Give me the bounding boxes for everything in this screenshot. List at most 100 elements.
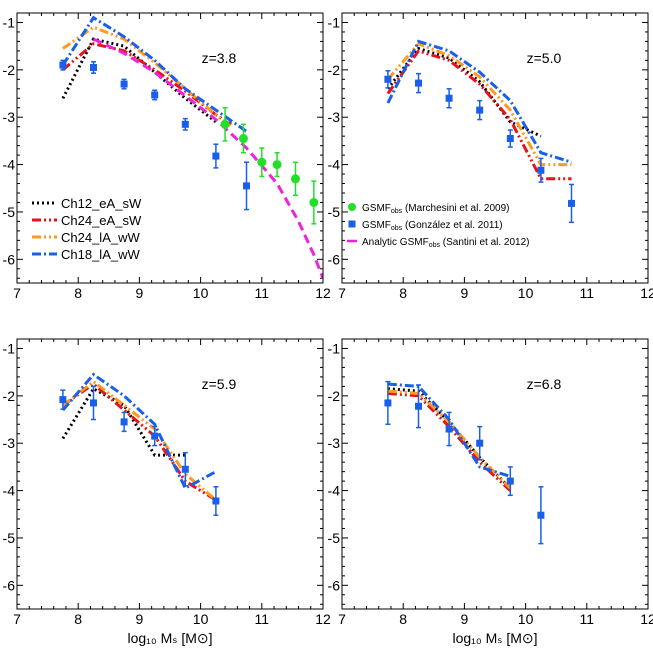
data-point-gonzalez xyxy=(120,418,128,426)
panel-title: z=5.0 xyxy=(527,50,562,66)
y-tick-label: -6 xyxy=(3,577,16,593)
y-tick-label: -1 xyxy=(3,14,16,30)
x-tick-label: 11 xyxy=(255,611,270,627)
data-point-marchesini xyxy=(220,119,230,129)
data-point-marchesini xyxy=(309,197,319,207)
y-tick-label: -1 xyxy=(328,14,341,30)
data-point-gonzalez xyxy=(243,182,250,190)
legend-label-santini: Analytic GSMFobs (Santini et al. 2012) xyxy=(362,237,529,249)
legend-label-marchesini: GSMFobs (Marchesini et al. 2009) xyxy=(362,203,509,215)
legend-label-sub: obs xyxy=(429,242,441,249)
y-tick-label: -3 xyxy=(328,109,341,125)
data-point-marchesini xyxy=(257,157,267,167)
x-tick-label: 11 xyxy=(580,285,595,301)
legend-label-gonzalez: GSMFobs (González et al. 2011) xyxy=(362,220,503,232)
x-tick-label: 11 xyxy=(255,285,270,301)
y-tick-label: -4 xyxy=(3,157,16,173)
legend-marker-circle xyxy=(348,203,356,211)
y-tick-label: -5 xyxy=(328,204,341,220)
data-point-gonzalez xyxy=(151,432,159,440)
data-point-gonzalez xyxy=(90,63,97,71)
data-point-gonzalez xyxy=(151,91,159,99)
y-tick-label: -6 xyxy=(328,251,341,267)
legend-label-tail: (Marchesini et al. 2009) xyxy=(402,203,509,214)
x-tick-label: 7 xyxy=(338,285,346,301)
y-tick-label: -2 xyxy=(3,388,16,404)
legend-label-ch12: Ch12_eA_sW xyxy=(61,196,142,211)
data-point-marchesini xyxy=(272,160,282,170)
data-point-gonzalez xyxy=(568,199,575,207)
y-tick-label: -2 xyxy=(3,62,16,78)
data-point-gonzalez xyxy=(90,399,97,407)
y-tick-label: -6 xyxy=(3,251,16,267)
x-axis-label: log₁₀ Mₛ [M⊙] xyxy=(452,630,537,646)
plot-area xyxy=(384,380,545,545)
series-line-ch12 xyxy=(61,386,186,457)
x-tick-label: 7 xyxy=(13,611,21,627)
x-tick-label: 8 xyxy=(74,611,82,627)
data-point-gonzalez xyxy=(445,425,453,433)
data-point-gonzalez xyxy=(537,166,545,174)
x-tick-label: 8 xyxy=(399,611,407,627)
x-tick-label: 9 xyxy=(136,285,144,301)
x-tick-label: 8 xyxy=(399,285,407,301)
y-tick-label: -1 xyxy=(3,340,16,356)
legend-label-tail: (Santini et al. 2012) xyxy=(440,237,530,248)
y-tick-label: -4 xyxy=(328,483,341,499)
legend-label-main: Analytic GSMF xyxy=(362,237,429,248)
legend-label-sub: obs xyxy=(391,208,403,215)
data-point-gonzalez xyxy=(415,402,422,410)
panel-3: 7 8 9 10 11 12 -1 -2 -3 -4 -5 -6 z=5.9 log₁₀ Mₛ [M⊙] xyxy=(3,338,331,646)
panel-title: z=6.8 xyxy=(527,376,562,392)
series-line-ch18 xyxy=(386,39,572,164)
x-tick-label: 10 xyxy=(518,611,534,627)
plot-area xyxy=(59,15,323,279)
data-point-gonzalez xyxy=(415,79,422,87)
x-tick-label: 10 xyxy=(518,285,534,301)
plot-area xyxy=(59,372,220,516)
x-tick-label: 12 xyxy=(315,611,331,627)
y-tick-label: -4 xyxy=(3,483,16,499)
data-point-gonzalez xyxy=(537,511,545,519)
x-tick-label: 9 xyxy=(136,611,144,627)
series-line-ch24_eA xyxy=(386,49,572,181)
legend-marker-square xyxy=(348,220,356,228)
data-point-gonzalez xyxy=(59,61,67,69)
x-tick-label: 9 xyxy=(461,611,469,627)
panel-4: 7 8 9 10 11 12 -1 -2 -3 -4 -5 -6 z=6.8 log₁₀ Mₛ [M⊙] xyxy=(328,338,653,646)
series-line-santini xyxy=(92,37,323,279)
plot-frame xyxy=(16,12,324,284)
x-tick-label: 7 xyxy=(13,285,21,301)
panel-1: 7 8 9 10 11 12 -1 -2 -3 -4 -5 -6 z=3.8 Ch12_eA_sW Ch24… xyxy=(3,12,331,301)
x-tick-label: 9 xyxy=(461,285,469,301)
legend-label-tail: (González et al. 2011) xyxy=(402,220,502,231)
data-point-gonzalez xyxy=(212,152,220,160)
legend-label-ch18: Ch18_lA_wW xyxy=(61,247,140,262)
plot-area xyxy=(384,39,575,224)
series-line-ch18 xyxy=(61,15,248,133)
data-point-gonzalez xyxy=(384,75,392,83)
legend-label-ch24_lA: Ch24_lA_wW xyxy=(61,230,140,245)
series-line-ch24_eA xyxy=(62,382,217,502)
data-point-gonzalez xyxy=(59,396,67,404)
panel-title: z=5.9 xyxy=(202,376,237,392)
plot-frame xyxy=(341,338,649,610)
legend-label-ch24_eA: Ch24_eA_sW xyxy=(61,213,142,228)
x-tick-label: 11 xyxy=(580,611,595,627)
data-point-gonzalez xyxy=(181,120,189,128)
series-line-ch12 xyxy=(61,37,217,124)
series-line-ch12 xyxy=(386,46,542,138)
data-point-gonzalez xyxy=(181,465,189,473)
panel-title: z=3.8 xyxy=(202,50,237,66)
x-tick-label: 7 xyxy=(338,611,346,627)
y-tick-label: -2 xyxy=(328,388,341,404)
legend-label-main: GSMF xyxy=(362,203,391,214)
plot-frame xyxy=(16,338,324,610)
x-tick-label: 10 xyxy=(193,611,209,627)
x-tick-label: 8 xyxy=(74,285,82,301)
x-axis-label: log₁₀ Mₛ [M⊙] xyxy=(127,630,212,646)
data-point-gonzalez xyxy=(384,399,392,407)
data-point-gonzalez xyxy=(506,135,514,143)
data-point-gonzalez xyxy=(506,477,514,485)
